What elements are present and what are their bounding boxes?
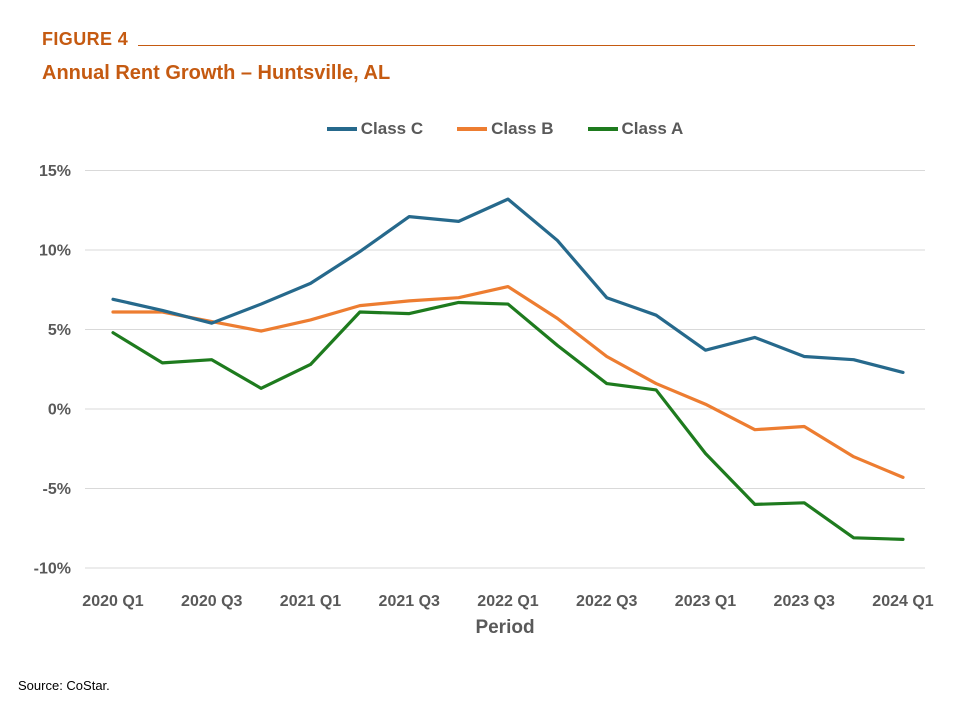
header-rule bbox=[138, 45, 915, 46]
y-axis-tick-label: 5% bbox=[48, 322, 71, 339]
source-note: Source: CoStar. bbox=[18, 678, 110, 693]
x-axis-tick-label: 2023 Q1 bbox=[675, 593, 736, 610]
y-axis-tick-label: 0% bbox=[48, 402, 71, 419]
legend-label: Class B bbox=[491, 119, 554, 138]
y-axis-tick-label: 15% bbox=[39, 163, 71, 180]
legend-item-class-a: Class A bbox=[587, 119, 684, 139]
x-axis-tick-label: 2020 Q3 bbox=[181, 593, 242, 610]
series-line-class-a bbox=[111, 300, 905, 541]
x-axis-tick-label: 2021 Q3 bbox=[379, 593, 440, 610]
series-line-class-c bbox=[111, 197, 905, 375]
x-axis-tick-label: 2022 Q3 bbox=[576, 593, 637, 610]
chart-legend: Class C Class B Class A bbox=[85, 119, 925, 139]
figure-label: FIGURE 4 bbox=[42, 29, 129, 49]
y-axis-tick-label: -5% bbox=[43, 481, 71, 498]
x-axis-title: Period bbox=[475, 617, 535, 638]
legend-line-swatch-class-a bbox=[587, 127, 618, 131]
x-axis-tick-label: 2020 Q1 bbox=[82, 593, 143, 610]
y-axis-tick-label: 10% bbox=[39, 243, 71, 260]
x-axis-tick-label: 2024 Q1 bbox=[872, 593, 933, 610]
legend-line-swatch-class-c bbox=[326, 127, 357, 131]
series-line-class-b bbox=[111, 284, 905, 479]
chart-title: Annual Rent Growth – Huntsville, AL bbox=[42, 62, 391, 84]
x-axis-tick-label: 2022 Q1 bbox=[477, 593, 538, 610]
x-axis-tick-label: 2023 Q3 bbox=[774, 593, 835, 610]
legend-line-swatch-class-b bbox=[457, 127, 488, 131]
legend-label: Class A bbox=[621, 119, 684, 138]
y-axis-tick-label: -10% bbox=[34, 561, 71, 578]
legend-label: Class C bbox=[360, 119, 424, 138]
x-axis-tick-label: 2021 Q1 bbox=[280, 593, 341, 610]
legend-item-class-b: Class B bbox=[457, 119, 554, 139]
figure-header: FIGURE 4 bbox=[42, 30, 915, 48]
legend-item-class-c: Class C bbox=[326, 119, 424, 139]
